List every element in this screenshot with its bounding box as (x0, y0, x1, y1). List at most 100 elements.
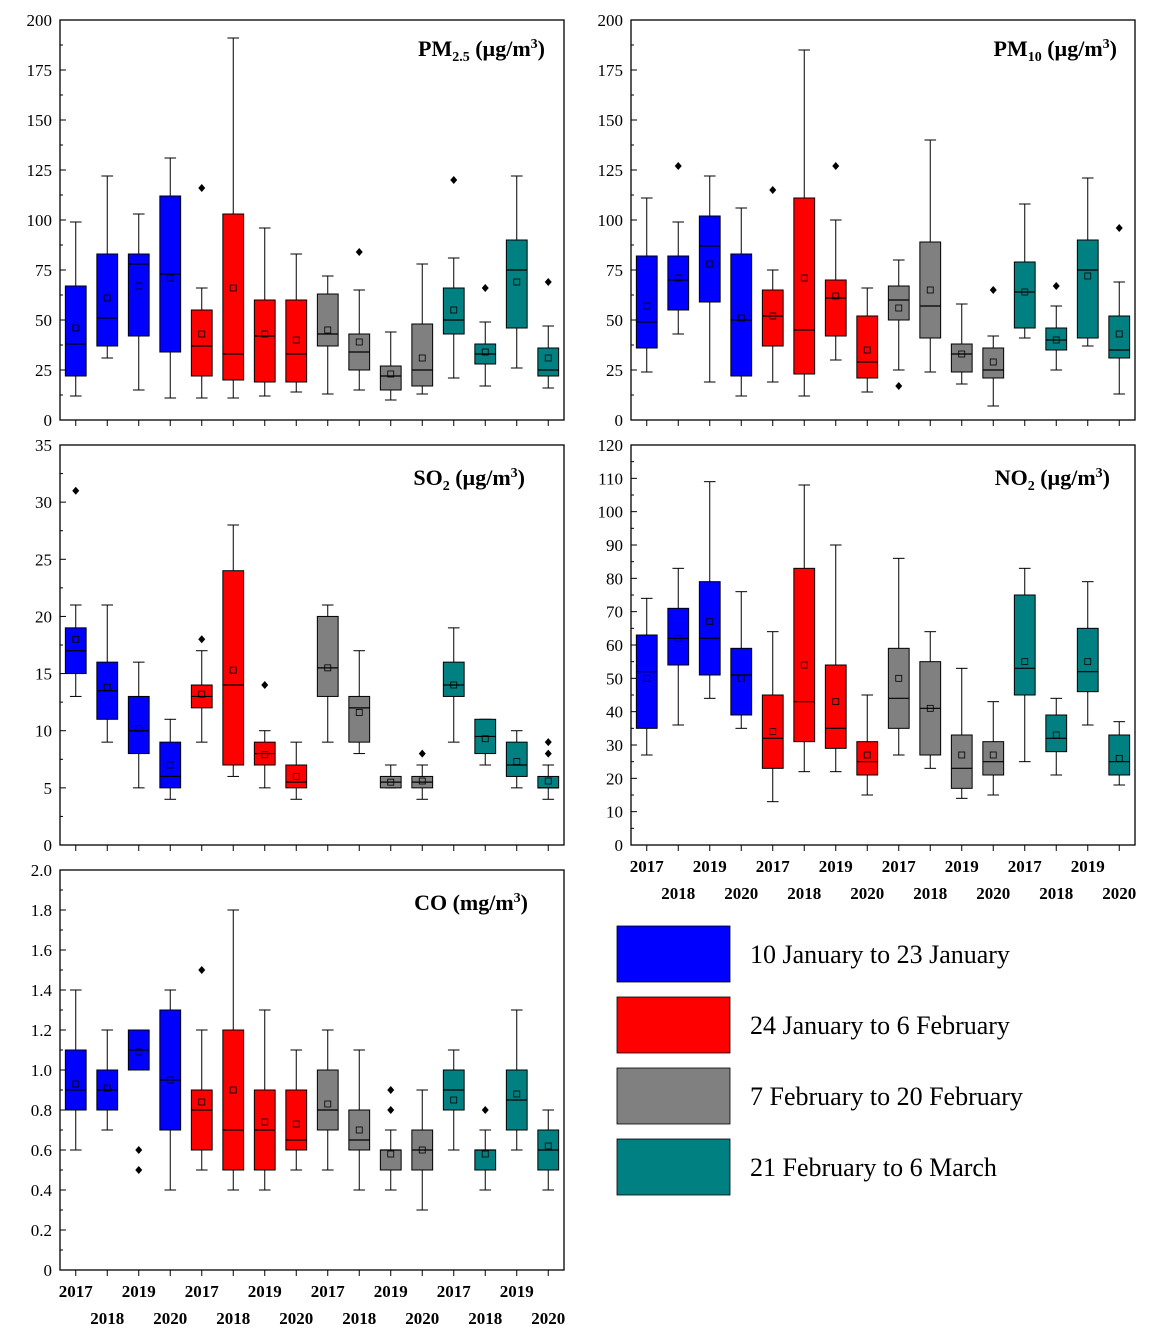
pm25-ytick-label: 125 (27, 161, 53, 180)
co-year-label: 2018 (468, 1309, 502, 1328)
co-year-label: 2018 (90, 1309, 124, 1328)
mean-marker (989, 751, 997, 759)
iqr-box (793, 197, 816, 375)
pm10-panel: 0 25 50 75 100 125 150 175 200 PM10 (µg/m3) (598, 11, 1136, 430)
co-ytick-label: 2.0 (31, 861, 52, 880)
pm25-title: PM2.5 (µg/m3) (418, 36, 545, 65)
so2-box-1 (96, 604, 119, 743)
co-year-label: 2017 (59, 1282, 94, 1301)
pm25-ytick-label: 25 (35, 361, 52, 380)
mean-marker (387, 778, 395, 786)
title-main: NO (995, 465, 1028, 490)
outlier-point (355, 248, 363, 256)
mean-marker (418, 354, 426, 362)
mean-marker (643, 302, 651, 310)
mean-marker (261, 330, 269, 338)
mean-marker (895, 674, 903, 682)
mean-marker (229, 1086, 237, 1094)
pm10-ytick-label: 0 (615, 411, 624, 430)
outlier-point (72, 486, 80, 495)
outlier-point (198, 184, 206, 192)
iqr-box (285, 764, 308, 789)
legend-label: 24 January to 6 February (750, 1011, 1010, 1040)
pm10-box-2 (698, 175, 721, 383)
so2-box-8 (316, 604, 339, 743)
mean-marker (481, 348, 489, 356)
co-ytick-label: 1.4 (31, 981, 53, 1000)
co-box-0 (64, 989, 87, 1151)
co-year-label: 2019 (374, 1282, 408, 1301)
mean-marker (832, 698, 840, 706)
legend-label: 10 January to 23 January (750, 940, 1010, 969)
so2-box-6 (253, 681, 276, 789)
title-superscript: 3 (511, 466, 518, 481)
mean-marker (513, 278, 521, 286)
legend-swatch (616, 1138, 731, 1196)
mean-marker (135, 725, 143, 732)
no2-year-label: 2020 (1102, 884, 1136, 903)
no2-ytick-label: 10 (606, 803, 623, 822)
co-box-5 (222, 909, 245, 1191)
iqr-box (64, 1049, 87, 1111)
so2-panel: 0 5 10 15 20 25 30 35 SO2 (µg/m3) (35, 436, 565, 855)
title-superscript: 3 (1103, 37, 1110, 52)
co-year-label: 2020 (531, 1309, 565, 1328)
so2-box-5 (222, 524, 245, 777)
mean-marker (198, 1098, 206, 1106)
pm10-box-10 (950, 303, 973, 385)
co-year-label: 2020 (279, 1309, 313, 1328)
no2-ytick-label: 40 (606, 703, 623, 722)
mean-marker (737, 314, 745, 322)
iqr-box (1076, 239, 1099, 339)
outlier-point (1052, 282, 1060, 290)
title-close: ) (1103, 465, 1110, 490)
outlier-point (387, 1086, 395, 1094)
iqr-box (505, 741, 528, 777)
co-box-8 (316, 1029, 339, 1171)
pm10-box-6 (824, 162, 847, 361)
no2-ytick-label: 20 (606, 769, 623, 788)
co-box-10 (379, 1086, 402, 1191)
mean-marker (229, 666, 237, 674)
no2-ytick-label: 70 (606, 603, 623, 622)
co-year-label: 2019 (248, 1282, 282, 1301)
pm25-box-14 (505, 175, 528, 369)
so2-ytick-label: 25 (35, 550, 52, 569)
iqr-box (222, 1029, 245, 1171)
mean-marker (769, 728, 777, 736)
iqr-box (285, 299, 308, 383)
pm10-box-9 (919, 139, 942, 373)
co-year-label: 2018 (216, 1309, 250, 1328)
iqr-box (190, 1089, 213, 1151)
co-box-1 (96, 1029, 119, 1131)
pm25-box-4 (190, 184, 213, 399)
mean-marker (895, 304, 903, 312)
no2-ytick-label: 90 (606, 536, 623, 555)
iqr-box (761, 694, 784, 769)
mean-marker (166, 274, 174, 282)
co-ytick-label: 0.2 (31, 1221, 52, 1240)
mean-marker (706, 618, 714, 626)
no2-ytick-label: 30 (606, 736, 623, 755)
co-ytick-label: 1.0 (31, 1061, 52, 1080)
pm25-box-3 (159, 157, 182, 399)
co-box-13 (474, 1106, 497, 1191)
no2-ytick-label: 110 (598, 469, 623, 488)
iqr-box (474, 1149, 497, 1171)
so2-box-11 (411, 749, 434, 800)
pm10-ytick-label: 150 (598, 111, 624, 130)
no2-year-label: 2017 (1008, 857, 1043, 876)
title-subscript: 10 (1028, 50, 1042, 65)
co-panel: 0 0.2 0.4 0.6 0.8 1.0 1.2 1.4 1.6 1.8 2.0 CO (mg/m3… (31, 861, 566, 1328)
mean-marker (481, 1150, 489, 1158)
co-box-11 (411, 1089, 434, 1211)
mean-marker (450, 1096, 458, 1104)
mean-marker (135, 282, 143, 290)
pm25-box-13 (474, 284, 497, 387)
outlier-point (198, 635, 206, 644)
pm25-box-0 (64, 221, 87, 397)
pm10-box-5 (793, 49, 816, 397)
pm25-box-1 (96, 175, 119, 359)
pm25-panel: 0 25 50 75 100 125 150 175 200 PM2.5 (µg/m3) (27, 11, 565, 430)
mean-marker (198, 330, 206, 338)
